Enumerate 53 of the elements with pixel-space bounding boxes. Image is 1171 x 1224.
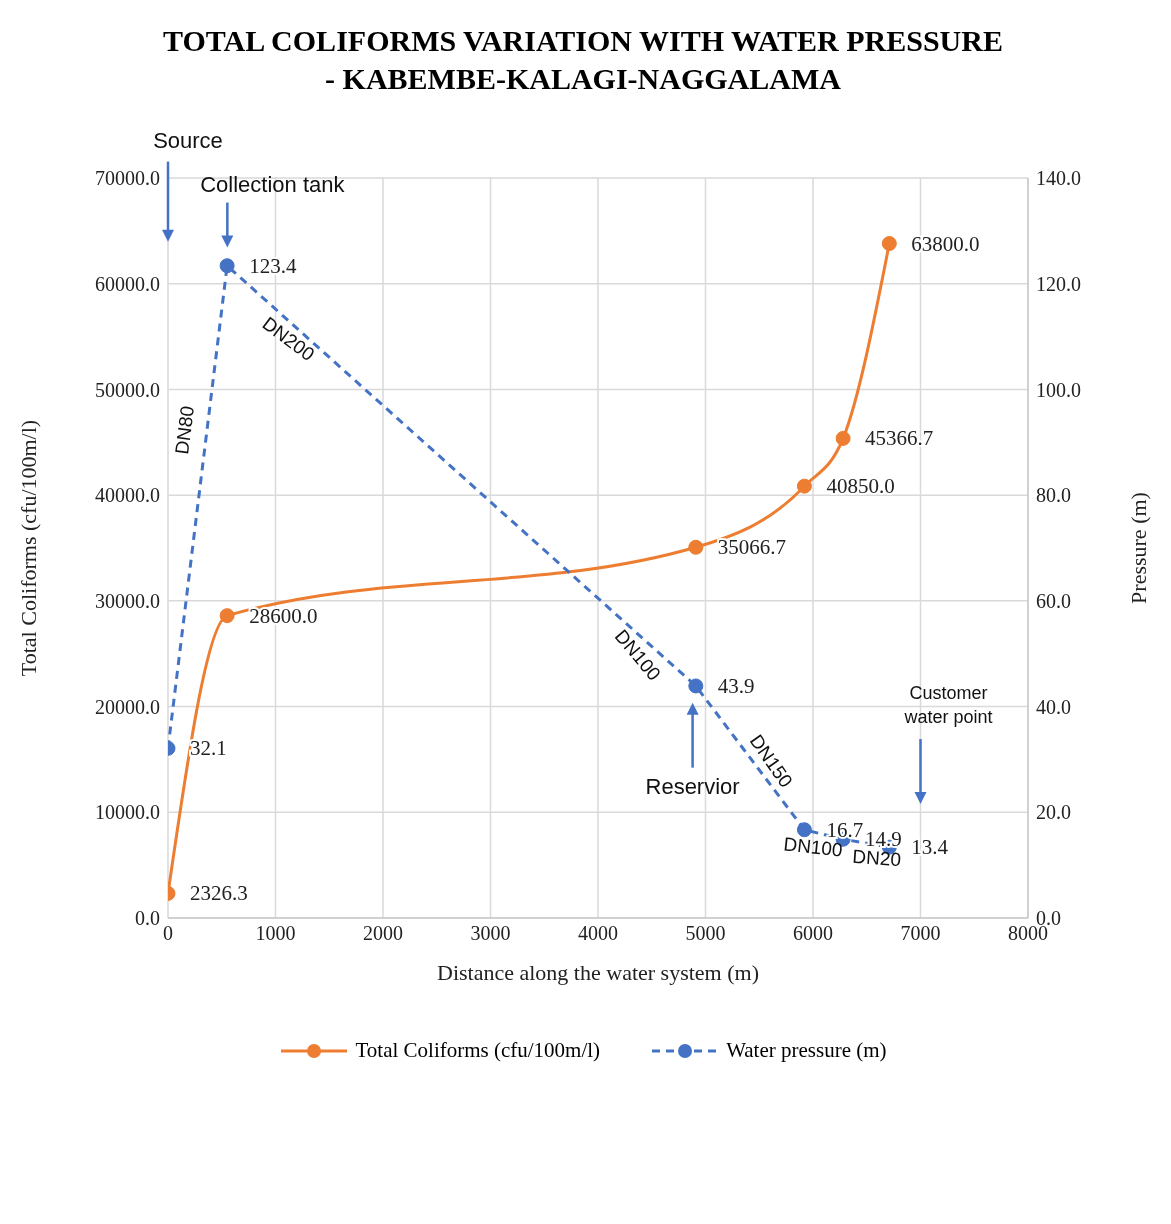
legend-label: Total Coliforms (cfu/100m/l) bbox=[355, 1038, 601, 1063]
annotation: DN20 bbox=[851, 845, 902, 871]
x-tick-label: 3000 bbox=[470, 922, 511, 945]
x-tick-label: 5000 bbox=[685, 922, 726, 945]
x-tick-label: 6000 bbox=[793, 922, 833, 945]
point bbox=[796, 822, 812, 838]
data-label: 45366.7 bbox=[865, 426, 934, 451]
data-label: 43.9 bbox=[717, 673, 755, 698]
y-tick-label: 50000.0 bbox=[95, 378, 160, 401]
y-axis-title: Total Coliforms (cfu/100m/l) bbox=[15, 419, 41, 677]
point bbox=[219, 258, 235, 274]
y2-tick-label: 80.0 bbox=[1036, 484, 1071, 507]
annotation: Collection tank bbox=[200, 171, 346, 197]
data-label: 35066.7 bbox=[717, 535, 787, 560]
y2-tick-label: 20.0 bbox=[1036, 801, 1071, 824]
y-tick-label: 10000.0 bbox=[95, 801, 160, 824]
y2-tick-label: 120.0 bbox=[1036, 272, 1081, 295]
x-tick-label: 4000 bbox=[578, 922, 618, 945]
y-tick-label: 70000.0 bbox=[95, 167, 160, 190]
annotation: Customer water point bbox=[903, 682, 993, 727]
y-tick-label: 40000.0 bbox=[95, 484, 160, 507]
y2-tick-label: 60.0 bbox=[1036, 589, 1071, 612]
point bbox=[835, 430, 851, 446]
x-tick-label: 2000 bbox=[363, 922, 403, 945]
x-axis-title: Distance along the water system (m) bbox=[437, 960, 759, 985]
y-tick-label: 20000.0 bbox=[95, 695, 160, 718]
data-label: 63800.0 bbox=[911, 231, 980, 256]
annotation: DN80 bbox=[171, 404, 198, 456]
data-label: 2326.3 bbox=[190, 881, 248, 906]
y2-tick-label: 140.0 bbox=[1036, 167, 1081, 190]
y-tick-label: 30000.0 bbox=[95, 589, 160, 612]
data-label: 123.4 bbox=[249, 253, 297, 278]
data-label: 32.1 bbox=[190, 736, 227, 761]
y-tick-label: 0.0 bbox=[135, 907, 160, 930]
point bbox=[219, 608, 235, 624]
data-label: 28600.0 bbox=[249, 603, 318, 628]
point bbox=[688, 539, 704, 555]
data-label: 13.4 bbox=[911, 835, 949, 860]
y-tick-label: 60000.0 bbox=[95, 272, 160, 295]
x-tick-label: 1000 bbox=[255, 922, 296, 945]
point bbox=[881, 236, 897, 252]
x-tick-label: 7000 bbox=[900, 922, 941, 945]
point bbox=[796, 478, 812, 494]
annotation: Reservior bbox=[645, 773, 740, 799]
y2-axis-title: Pressure (m) bbox=[1125, 492, 1151, 604]
legend-label: Water pressure (m) bbox=[726, 1038, 887, 1063]
data-label: 40850.0 bbox=[826, 474, 895, 499]
y2-tick-label: 100.0 bbox=[1036, 378, 1081, 401]
point bbox=[688, 678, 704, 694]
chart-title: TOTAL COLIFORMS VARIATION WITH WATER PRESSURE - KABEMBE-KALAGI-NAGGALAMA bbox=[162, 23, 1004, 97]
text: Source bbox=[153, 127, 223, 153]
y2-tick-label: 40.0 bbox=[1036, 695, 1071, 718]
x-tick-label: 0 bbox=[163, 922, 173, 945]
